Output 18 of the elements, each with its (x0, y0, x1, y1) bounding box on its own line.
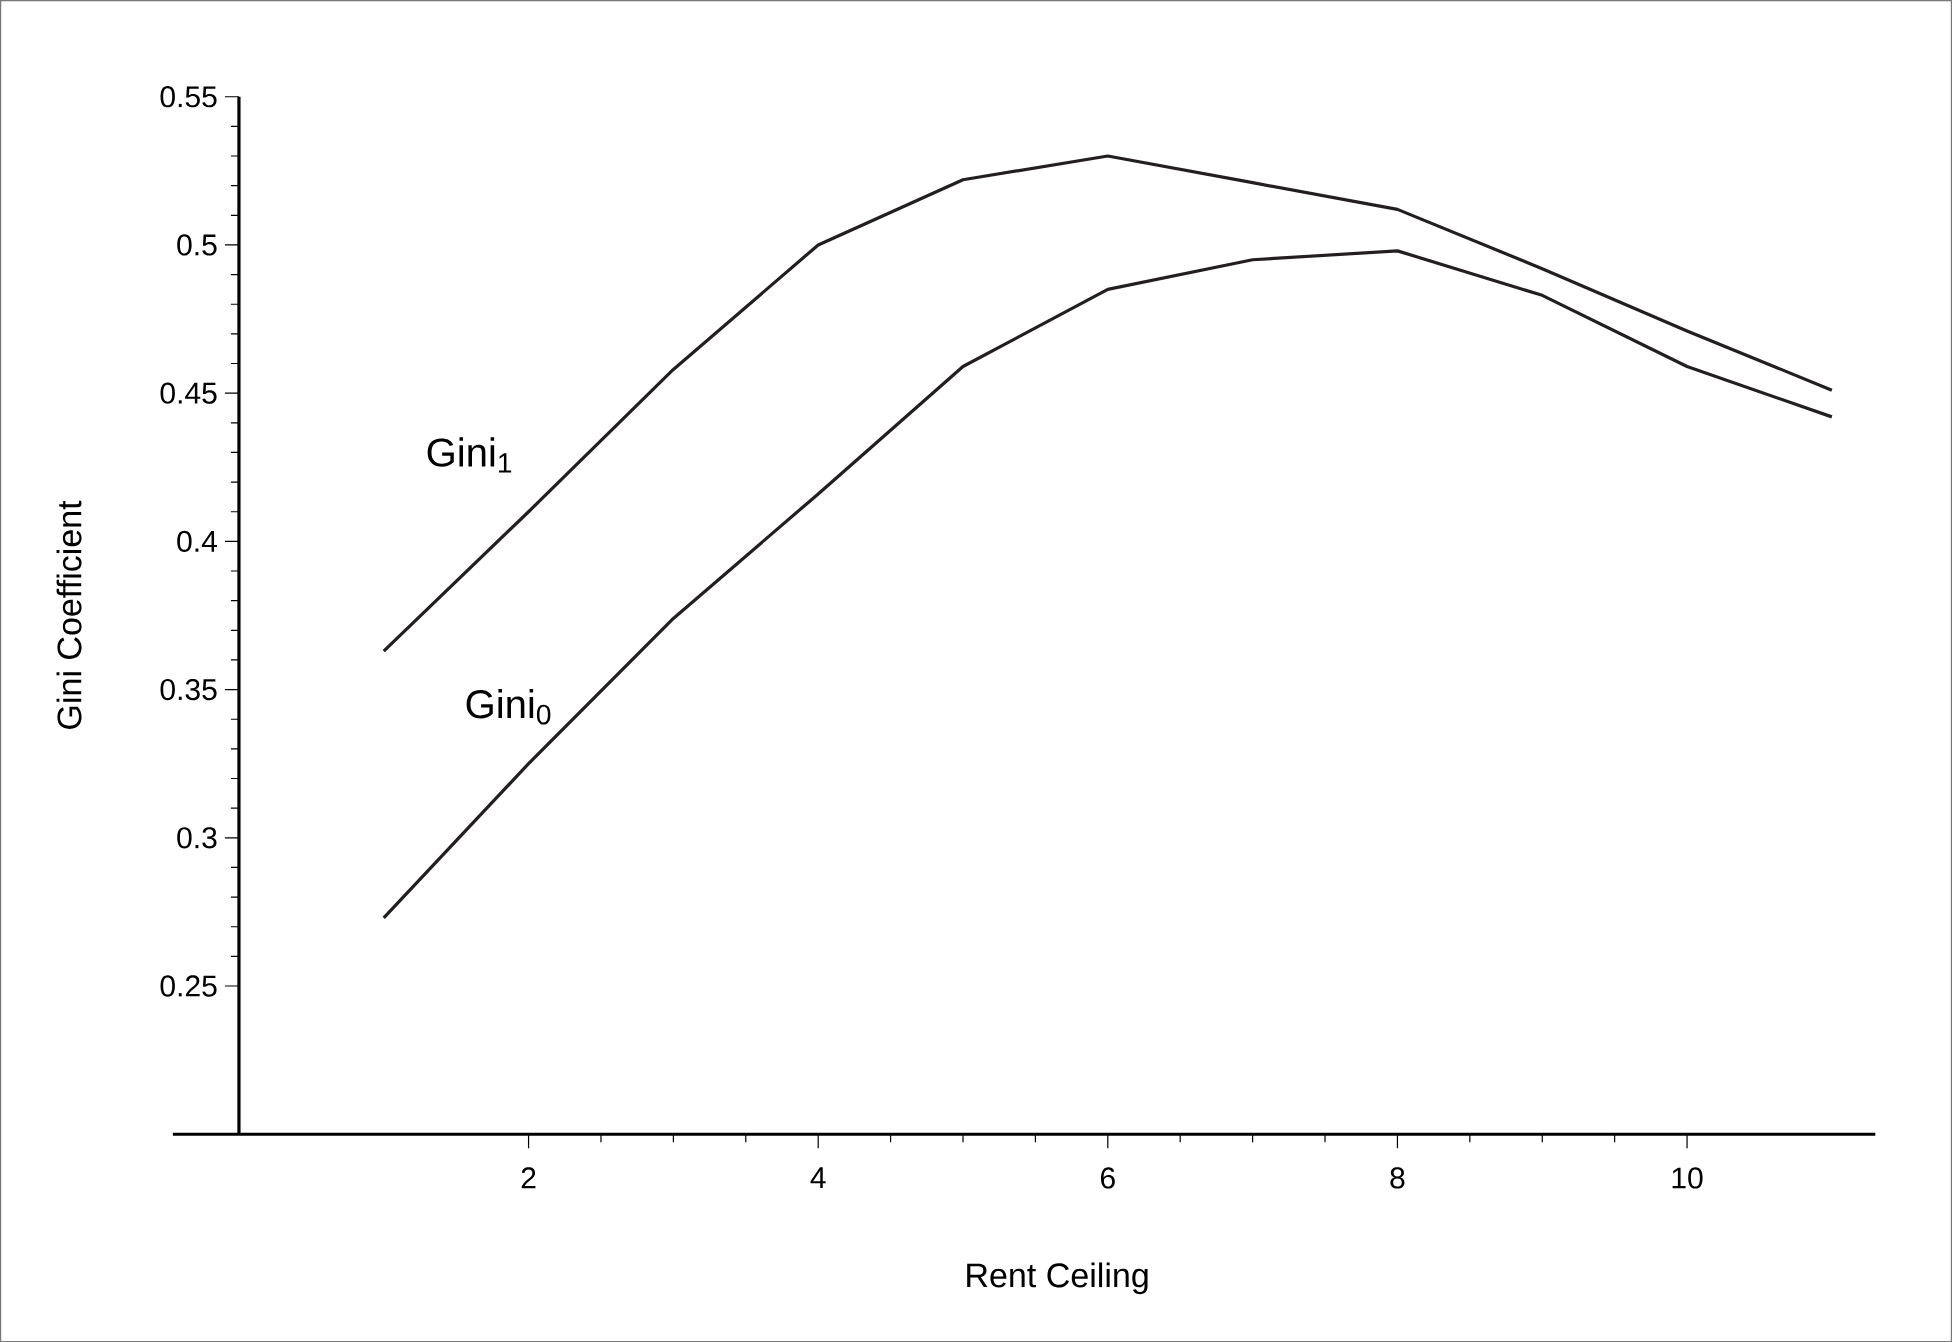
x-tick-label: 10 (1672, 1167, 1703, 1189)
x-tick-label: 4 (810, 1167, 826, 1188)
series-label: Gini$_{0}$ (466, 688, 551, 725)
line-series (382, 154, 1834, 653)
line-series (382, 249, 1834, 920)
x-axis-title: Rent Ceiling (967, 1262, 1148, 1295)
x-tick-label: 2 (521, 1167, 536, 1189)
y-tick-label: 0.5 (177, 234, 217, 256)
y-tick-label: 0.4 (177, 530, 217, 552)
y-tick-label: 0.25 (160, 975, 217, 997)
y-tick-label: 0.45 (160, 382, 217, 404)
y-tick-label: 0.55 (160, 86, 217, 108)
y-tick-label: 0.3 (177, 827, 217, 849)
x-tick-label: 6 (1100, 1167, 1115, 1189)
x-tick-label: 8 (1390, 1167, 1405, 1189)
y-axis-title: Gini Coefficient (56, 500, 82, 729)
series-label: Gini$_{1}$ (427, 437, 512, 473)
y-tick-label: 0.35 (160, 678, 217, 701)
